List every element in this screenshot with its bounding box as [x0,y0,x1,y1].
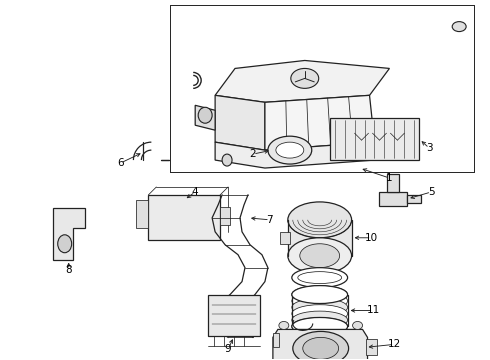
Bar [330,118,419,160]
Text: 10: 10 [365,233,378,243]
Ellipse shape [58,235,72,253]
Polygon shape [215,95,265,150]
Text: 5: 5 [428,187,435,197]
Ellipse shape [303,337,339,359]
Ellipse shape [300,244,340,268]
Ellipse shape [288,202,352,238]
Ellipse shape [298,272,342,284]
Text: 6: 6 [117,158,124,168]
Bar [136,200,148,228]
Polygon shape [265,95,374,150]
Text: 11: 11 [367,306,380,315]
Ellipse shape [268,136,312,164]
Bar [366,339,377,355]
Ellipse shape [292,311,347,329]
Ellipse shape [292,318,347,336]
Ellipse shape [276,142,304,158]
Text: 1: 1 [386,173,393,183]
Ellipse shape [353,321,363,329]
Text: 2: 2 [250,149,256,159]
Bar [208,294,260,336]
Text: 12: 12 [388,339,401,349]
Ellipse shape [292,318,347,336]
Polygon shape [215,142,374,168]
Ellipse shape [292,268,347,288]
Bar [273,333,279,347]
Ellipse shape [292,285,347,303]
Bar [220,207,230,225]
Text: 4: 4 [192,187,198,197]
Bar [379,192,407,206]
Bar [407,195,421,203]
Ellipse shape [222,154,232,166]
Ellipse shape [279,321,289,329]
Ellipse shape [288,238,352,274]
Ellipse shape [292,285,347,303]
Ellipse shape [292,298,347,316]
Ellipse shape [291,68,318,88]
Bar [388,174,399,192]
Bar [148,195,220,240]
Ellipse shape [452,22,466,32]
Ellipse shape [198,107,212,123]
Ellipse shape [293,332,348,360]
Bar [280,232,290,244]
Text: 7: 7 [267,215,273,225]
Ellipse shape [292,292,347,310]
Text: 9: 9 [225,345,231,354]
Polygon shape [215,60,390,102]
Ellipse shape [292,305,347,323]
Text: 3: 3 [426,143,433,153]
Text: 8: 8 [65,265,72,275]
Polygon shape [195,105,215,130]
Polygon shape [53,208,85,260]
Bar [288,220,352,256]
Polygon shape [273,329,368,360]
